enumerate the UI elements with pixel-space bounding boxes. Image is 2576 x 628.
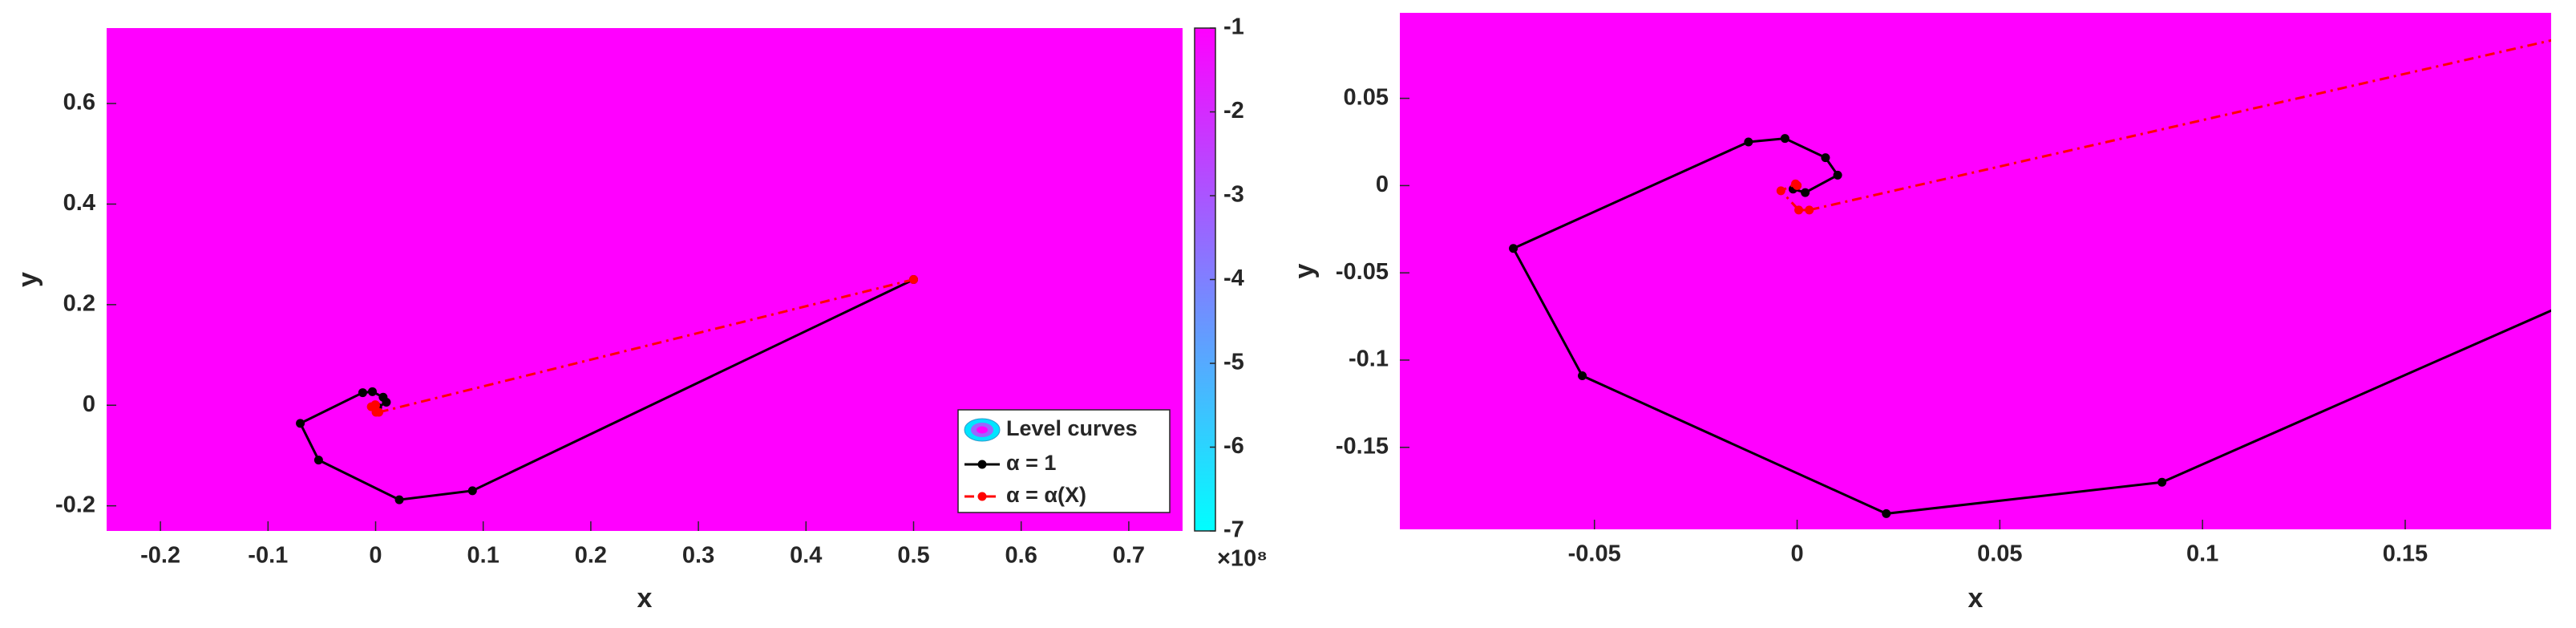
marker <box>1821 153 1830 163</box>
y-tick-label: -0.2 <box>55 492 95 517</box>
x-tick-label: 0.3 <box>682 543 714 569</box>
marker <box>358 388 367 398</box>
y-tick-label: -0.1 <box>1349 346 1389 372</box>
y-tick-label: 0 <box>1376 172 1389 197</box>
y-tick-label: 0.05 <box>1344 84 1389 110</box>
marker <box>382 397 391 407</box>
marker <box>1833 170 1842 180</box>
marker <box>394 495 404 504</box>
marker <box>296 419 305 428</box>
x-axis-label: x <box>637 583 653 614</box>
legend-label: α = α(X) <box>1006 483 1086 507</box>
legend-contour-inner <box>977 426 988 434</box>
y-tick-label: 0.4 <box>63 190 95 216</box>
x-tick-label: -0.2 <box>140 543 180 569</box>
marker <box>1780 134 1789 144</box>
x-axis-label: x <box>1968 583 1984 614</box>
colorbar-tick-label: -6 <box>1223 433 1244 459</box>
y-tick-label: 0 <box>83 391 95 417</box>
y-tick-label: -0.05 <box>1336 259 1389 285</box>
x-tick-label: 0.2 <box>575 543 607 569</box>
marker <box>467 486 477 496</box>
marker <box>1793 180 1802 190</box>
marker <box>1744 137 1753 147</box>
plot-area <box>1509 38 2551 518</box>
y-axis-label: y <box>1289 263 1320 278</box>
colorbar-tick-label: -2 <box>1223 98 1244 124</box>
legend-label: α = 1 <box>1006 451 1056 475</box>
marker <box>1509 244 1519 253</box>
marker <box>313 456 323 465</box>
colorbar-exponent: ×10⁸ <box>1217 546 1268 572</box>
x-tick-label: 0.15 <box>2383 541 2428 567</box>
plot-area <box>296 275 918 504</box>
x-tick-label: 0 <box>1790 541 1803 567</box>
contour-fill <box>1400 13 2551 529</box>
x-tick-label: 0.1 <box>2186 541 2218 567</box>
y-tick-label: -0.15 <box>1336 433 1389 459</box>
y-tick-label: 0.2 <box>63 291 95 317</box>
x-tick-label: 0.4 <box>790 543 822 569</box>
colorbar-tick-label: -3 <box>1223 182 1244 208</box>
marker <box>1794 205 1804 215</box>
colorbar-tick-label: -5 <box>1223 350 1244 375</box>
marker <box>367 387 377 396</box>
marker <box>1776 186 1785 196</box>
legend-marker <box>977 460 987 469</box>
marker <box>1578 371 1587 381</box>
x-tick-label: -0.05 <box>1568 541 1621 567</box>
marker <box>2157 477 2167 487</box>
x-tick-label: 0.1 <box>467 543 499 569</box>
marker <box>1882 508 1891 518</box>
legend-marker <box>977 492 987 501</box>
x-tick-label: -0.1 <box>248 543 288 569</box>
x-tick-label: 0.7 <box>1113 543 1145 569</box>
colorbar-tick-label: -1 <box>1223 14 1244 40</box>
marker <box>1801 188 1810 197</box>
x-tick-label: 0.05 <box>1977 541 2022 567</box>
colorbar-tick-label: -4 <box>1223 265 1244 291</box>
y-tick-label: 0.6 <box>63 90 95 115</box>
x-tick-label: 0.6 <box>1005 543 1037 569</box>
colorbar-tick-label: -7 <box>1223 517 1244 543</box>
marker <box>909 275 918 284</box>
marker <box>1805 205 1814 215</box>
x-tick-label: 0 <box>369 543 382 569</box>
marker <box>371 400 380 410</box>
legend-label: Level curves <box>1006 416 1138 440</box>
x-tick-label: 0.5 <box>897 543 929 569</box>
y-axis-label: y <box>13 272 43 287</box>
